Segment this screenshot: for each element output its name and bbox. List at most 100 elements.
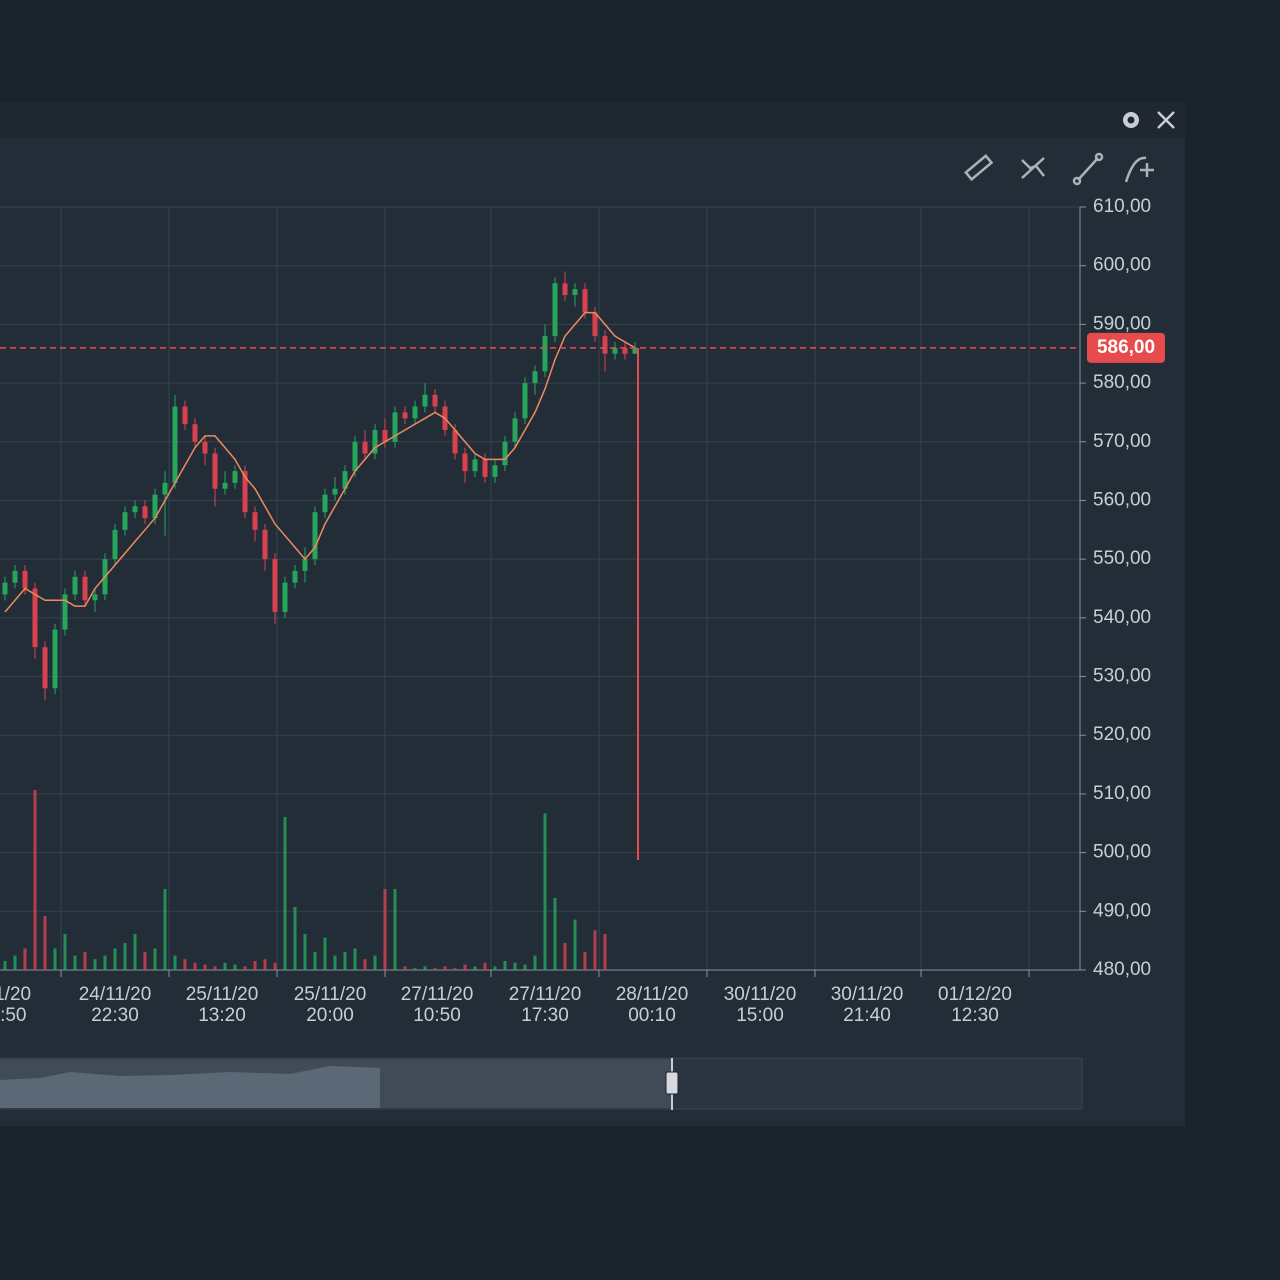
volume-bar bbox=[293, 907, 297, 970]
last-price-label: 586,00 bbox=[1097, 337, 1155, 358]
candle-body bbox=[232, 471, 238, 483]
volume-bar bbox=[513, 962, 517, 970]
volume-bar bbox=[63, 934, 67, 970]
candle-body bbox=[512, 418, 518, 442]
candle-body bbox=[462, 453, 468, 472]
volume-bar bbox=[53, 948, 57, 970]
volume-bar bbox=[243, 966, 247, 970]
candle-body bbox=[2, 582, 8, 595]
candle-body bbox=[32, 588, 38, 648]
x-tick-time: 21:40 bbox=[843, 1005, 891, 1026]
x-tick-date: 24/11/20 bbox=[79, 984, 152, 1005]
candle-body bbox=[582, 289, 588, 313]
volume-bar bbox=[353, 948, 357, 970]
y-tick-label: 610,00 bbox=[1093, 196, 1151, 217]
line-tool-end bbox=[1094, 152, 1104, 162]
y-tick-label: 580,00 bbox=[1093, 372, 1151, 393]
candle-body bbox=[372, 430, 378, 454]
panel-header bbox=[0, 102, 1185, 137]
candle-body bbox=[542, 336, 548, 372]
x-tick-time: 20:00 bbox=[306, 1005, 354, 1026]
volume-bar bbox=[593, 930, 597, 970]
candle-body bbox=[382, 430, 388, 442]
volume-bar bbox=[263, 959, 267, 970]
candle-body bbox=[622, 347, 628, 354]
volume-bar bbox=[273, 962, 277, 970]
y-tick-label: 490,00 bbox=[1093, 900, 1151, 921]
candle-body bbox=[172, 406, 178, 483]
candle-body bbox=[272, 559, 278, 612]
candle-body bbox=[362, 441, 368, 454]
x-tick-date: 30/11/20 bbox=[724, 984, 797, 1005]
volume-bar bbox=[3, 961, 7, 970]
close-button[interactable] bbox=[1157, 111, 1175, 129]
candle-body bbox=[222, 482, 228, 489]
volume-bar bbox=[203, 964, 207, 970]
candle-body bbox=[532, 371, 538, 384]
volume-bar bbox=[553, 898, 557, 970]
x-tick-date: 25/11/20 bbox=[294, 984, 367, 1005]
volume-bar bbox=[433, 968, 437, 970]
volume-bar bbox=[583, 952, 587, 970]
candle-body bbox=[262, 529, 268, 560]
volume-bar bbox=[13, 955, 17, 970]
volume-bar bbox=[453, 968, 457, 970]
candle-body bbox=[422, 394, 428, 407]
volume-bar bbox=[313, 952, 317, 970]
line-tool[interactable] bbox=[1077, 157, 1099, 181]
candle-body bbox=[292, 570, 298, 583]
x-tick-date: 30/11/20 bbox=[831, 984, 904, 1005]
candle-body bbox=[112, 529, 118, 560]
moving-average bbox=[4, 311, 636, 613]
settings-button[interactable] bbox=[1123, 112, 1139, 128]
y-tick-label: 520,00 bbox=[1093, 724, 1151, 745]
line-tool-end bbox=[1072, 176, 1082, 186]
volume-bar bbox=[573, 919, 577, 970]
volume-bar bbox=[413, 968, 417, 970]
candle-body bbox=[192, 424, 198, 442]
gear-hole bbox=[1127, 116, 1135, 124]
candle-body bbox=[472, 459, 478, 472]
volume-bar bbox=[423, 966, 427, 970]
volume-bar bbox=[563, 943, 567, 970]
y-tick-label: 510,00 bbox=[1093, 783, 1151, 804]
volume-bar bbox=[393, 889, 397, 970]
volume-bar bbox=[83, 952, 87, 970]
candle-body bbox=[42, 647, 48, 689]
candle-body bbox=[122, 512, 128, 530]
y-tick-label: 530,00 bbox=[1093, 666, 1151, 687]
candle-body bbox=[132, 506, 138, 513]
candle-body bbox=[312, 512, 318, 560]
y-tick-label: 540,00 bbox=[1093, 607, 1151, 628]
volume-bar bbox=[303, 934, 307, 970]
pattern-tool[interactable] bbox=[1021, 157, 1045, 179]
volume-bar bbox=[383, 889, 387, 970]
navigator[interactable] bbox=[0, 1057, 1083, 1110]
y-tick-label: 550,00 bbox=[1093, 548, 1151, 569]
indicator-tool[interactable] bbox=[1124, 156, 1154, 183]
candle-body bbox=[52, 629, 58, 689]
volume-bar bbox=[333, 955, 337, 970]
ruler-tool[interactable] bbox=[964, 154, 994, 182]
candle-body bbox=[592, 312, 598, 337]
candle-body bbox=[22, 570, 28, 589]
volume-bar bbox=[93, 959, 97, 970]
volume-bar bbox=[43, 916, 47, 970]
volume-bar bbox=[373, 955, 377, 970]
volume-bar bbox=[133, 934, 137, 970]
candle-body bbox=[402, 412, 408, 419]
close-x bbox=[1157, 111, 1175, 129]
volume-bar bbox=[483, 962, 487, 970]
x-tick-date: 01/12/20 bbox=[938, 984, 1012, 1005]
volume-bar bbox=[173, 955, 177, 970]
x-tick-time: 00:10 bbox=[628, 1005, 676, 1026]
volume-bar bbox=[153, 948, 157, 970]
candle-body bbox=[482, 459, 488, 477]
candle-body bbox=[252, 512, 258, 530]
candle-body bbox=[282, 582, 288, 612]
navigator-handle[interactable] bbox=[665, 1071, 679, 1095]
x-tick-time: 13:20 bbox=[198, 1005, 246, 1026]
candle-body bbox=[242, 471, 248, 513]
candle-body bbox=[62, 594, 68, 630]
